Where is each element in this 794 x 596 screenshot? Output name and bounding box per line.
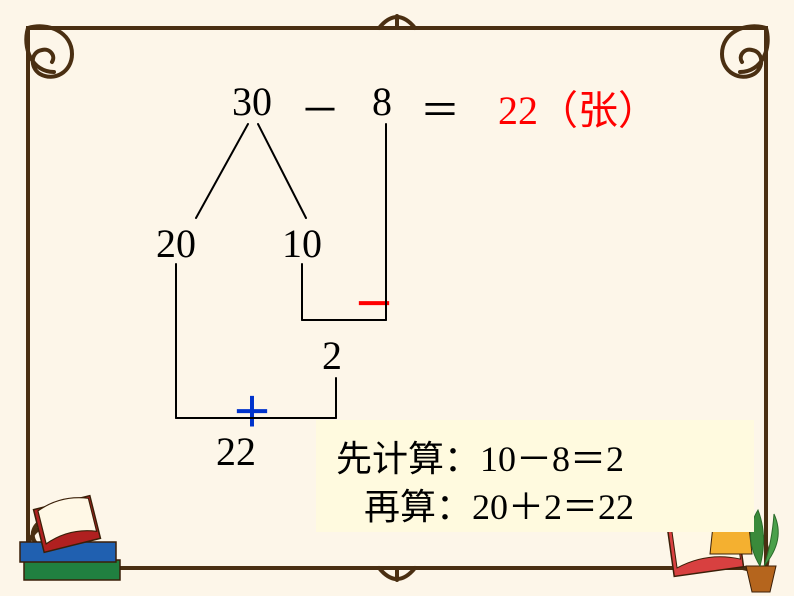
explanation-line-2: 再算：20＋2＝22 [364,478,634,530]
explanation-line-1-label: 先计算： [336,439,480,479]
explanation-line-1-expr: 10－8＝2 [480,439,624,479]
explanation-line-1: 先计算：10－8＝2 [336,430,624,482]
equation-equals: ＝ [420,78,460,136]
split-left-20: 20 [156,220,196,267]
slide-canvas: 30 － 8 ＝ 22（张） 20 10 2 22 － ＋ 先计算：10－8＝2… [0,0,794,596]
equation-operand-2: 8 [372,78,392,125]
intermediate-2: 2 [322,332,342,379]
equation-answer: 22（张） [498,78,658,136]
equation-operand-1: 30 [232,78,272,125]
minus-symbol: － [354,272,394,330]
plus-symbol: ＋ [232,380,272,438]
explanation-line-2-label: 再算： [364,487,472,527]
equation-answer-unit: （张） [538,88,658,133]
explanation-line-2-expr: 20＋2＝22 [472,487,634,527]
equation-answer-value: 22 [498,88,538,133]
split-right-10: 10 [282,220,322,267]
equation-minus: － [300,78,340,136]
